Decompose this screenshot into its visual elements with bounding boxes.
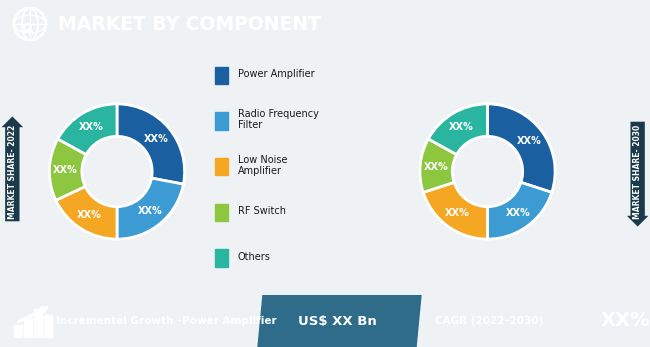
Text: XX%: XX% [449,122,474,132]
Text: XX%: XX% [505,208,530,218]
Bar [214,204,228,221]
Polygon shape [406,295,421,347]
Bar [34,309,42,337]
Text: XX%: XX% [144,134,169,144]
Polygon shape [258,295,273,347]
Text: XX%: XX% [424,162,448,172]
Text: Incremental Growth –Power Amplifier: Incremental Growth –Power Amplifier [56,316,277,326]
Bar [14,325,22,337]
Polygon shape [260,295,415,347]
Text: XX%: XX% [79,122,103,132]
Bar [214,158,228,175]
Wedge shape [488,183,552,239]
Text: Low Noise
Amplifier: Low Noise Amplifier [238,154,287,176]
Text: XX%: XX% [600,312,650,330]
Text: XX%: XX% [137,206,162,216]
Wedge shape [49,139,86,200]
Text: MARKET BY COMPONENT: MARKET BY COMPONENT [58,15,321,34]
Text: Others: Others [238,252,271,262]
Wedge shape [58,104,117,154]
Text: XX%: XX% [445,208,470,218]
Wedge shape [56,186,117,239]
Wedge shape [420,139,457,192]
Wedge shape [423,183,488,239]
Bar [214,249,228,266]
Bar [24,317,32,337]
Text: US$ XX Bn: US$ XX Bn [298,314,376,328]
Wedge shape [117,178,183,239]
Text: XX%: XX% [517,136,541,146]
Text: MARKET SHARE- 2022: MARKET SHARE- 2022 [8,124,17,219]
Bar [214,67,228,84]
Wedge shape [428,104,488,154]
Wedge shape [117,104,185,184]
Text: RF Switch: RF Switch [238,206,286,216]
Bar [44,315,52,337]
Text: Power Amplifier: Power Amplifier [238,69,315,79]
Wedge shape [488,104,555,192]
Text: Radio Frequency
Filter: Radio Frequency Filter [238,109,318,130]
Text: XX%: XX% [77,210,102,220]
Bar [214,112,228,129]
Text: CAGR (2022–2030): CAGR (2022–2030) [435,316,543,326]
Text: MARKET SHARE- 2030: MARKET SHARE- 2030 [633,124,642,219]
Text: XX%: XX% [53,165,78,175]
